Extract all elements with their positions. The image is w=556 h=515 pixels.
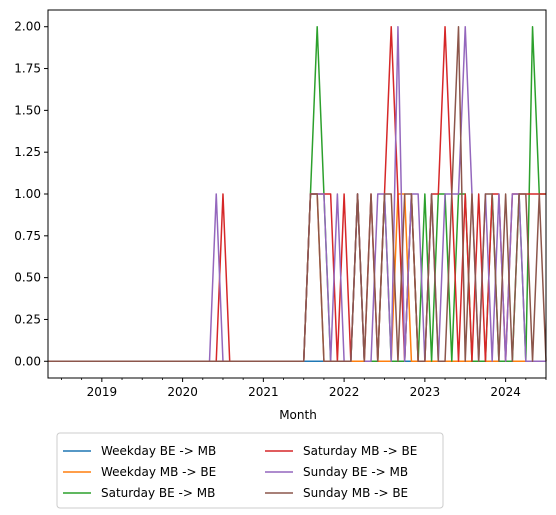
y-tick-label: 1.25 (14, 145, 41, 159)
legend-label: Sunday BE -> MB (303, 465, 408, 479)
legend-label: Saturday BE -> MB (101, 486, 215, 500)
y-tick-label: 0.25 (14, 312, 41, 326)
series-line-6 (48, 25, 547, 363)
x-axis: 2019 2020 2021 2022 2023 2024 (61, 378, 547, 399)
y-axis: 0.00 0.25 0.50 0.75 1.00 1.25 1.50 1.75 2.00 (14, 20, 48, 368)
x-tick-label: 2021 (248, 385, 279, 399)
series-layer (48, 25, 547, 363)
legend-label: Weekday BE -> MB (101, 444, 216, 458)
y-tick-label: 2.00 (14, 20, 41, 34)
x-tick-label: 2023 (410, 385, 441, 399)
legend-label: Saturday MB -> BE (303, 444, 417, 458)
legend: Weekday BE -> MB Weekday MB -> BE Saturday… (56, 432, 444, 509)
x-tick-label: 2020 (167, 385, 198, 399)
y-tick-label: 1.75 (14, 62, 41, 76)
legend-box (56, 432, 444, 509)
y-tick-label: 0.50 (14, 271, 41, 285)
y-tick-label: 1.50 (14, 103, 41, 117)
x-tick-label: 2022 (329, 385, 360, 399)
legend-label: Sunday MB -> BE (303, 486, 408, 500)
x-tick-label: 2024 (490, 385, 521, 399)
y-tick-label: 0.00 (14, 354, 41, 368)
y-tick-label: 0.75 (14, 229, 41, 243)
x-axis-label: Month (279, 408, 317, 422)
x-tick-label: 2019 (87, 385, 118, 399)
y-tick-label: 1.00 (14, 187, 41, 201)
legend-label: Weekday MB -> BE (101, 465, 216, 479)
